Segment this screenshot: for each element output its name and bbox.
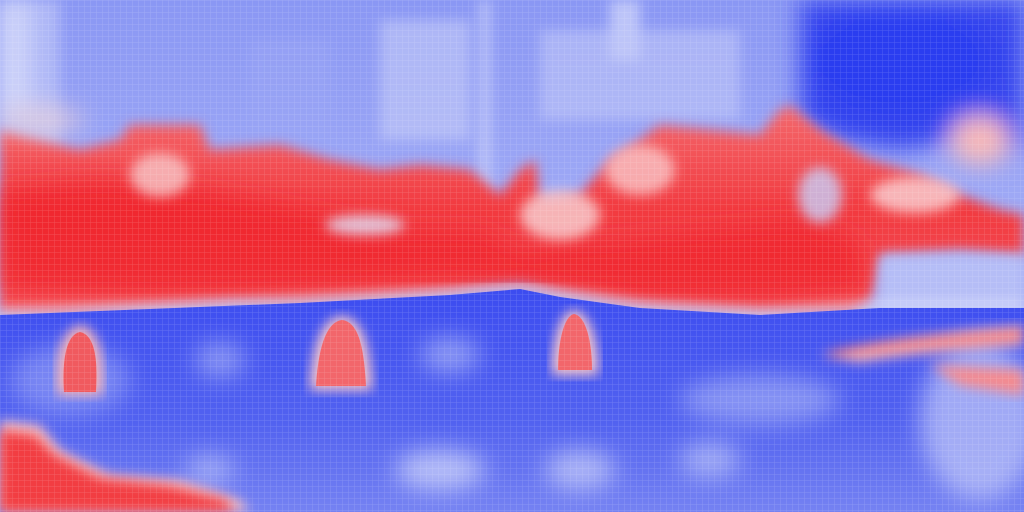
heatmap-image	[0, 0, 1024, 512]
grid-texture	[0, 0, 1024, 512]
heatmap-canvas	[0, 0, 1024, 512]
